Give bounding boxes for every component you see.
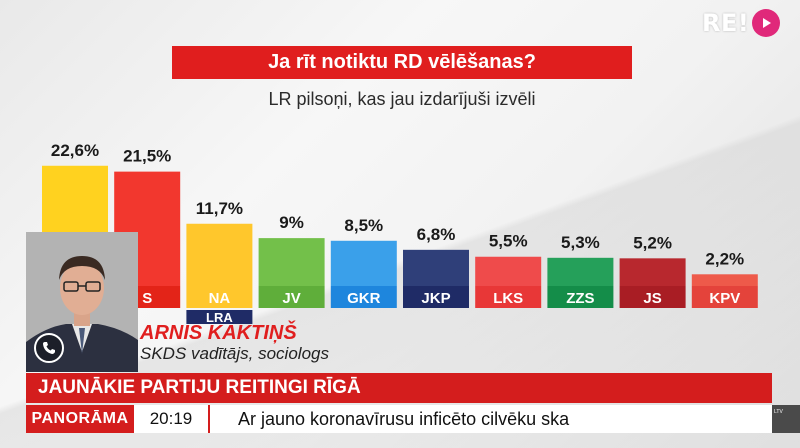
news-ticker: PANORĀMA 20:19 Ar jauno koronavīrusu inf… [26, 405, 772, 433]
extra-label: LRA [206, 310, 233, 325]
category-label: JKP [421, 290, 450, 307]
value-label: 5,3% [561, 233, 600, 252]
bar-na [186, 223, 253, 286]
category-label-bg [691, 286, 758, 308]
bar-jv [258, 238, 325, 286]
category-label: KPV [709, 290, 740, 307]
category-label-bg [619, 286, 686, 308]
channel-logo: RE! [702, 8, 781, 38]
bar-jkp [403, 249, 469, 286]
category-label-bg [330, 286, 397, 308]
value-label: 9% [279, 213, 304, 232]
category-label: NA [209, 290, 231, 307]
chart-subtitle: LR pilsoņi, kas jau izdarījuši izvēli [268, 89, 536, 109]
category-label: S [142, 290, 152, 307]
category-label: JS [643, 290, 661, 307]
headline-bar: JAUNĀKIE PARTIJU REITINGI RĪGĀ [26, 373, 772, 403]
value-label: 21,5% [123, 147, 171, 166]
ticker-text: Ar jauno koronavīrusu inficēto cilvēku s… [238, 408, 570, 429]
bar-js [619, 258, 686, 286]
category-label-bg [403, 286, 469, 308]
value-label: 11,7% [196, 199, 243, 218]
bar-lks [475, 256, 542, 286]
logo-text: RE! [702, 9, 750, 37]
category-label: JV [282, 290, 300, 307]
category-label-bg [258, 286, 325, 308]
value-label: 6,8% [417, 225, 456, 244]
category-label-bg [547, 286, 614, 308]
category-label-bg [475, 286, 542, 308]
category-label: ZZS [566, 290, 594, 307]
bar-gkr [330, 240, 397, 286]
guest-caption: ARNIS KAKTIŅŠ SKDS vadītājs, sociologs [140, 322, 329, 364]
ticker-brand: PANORĀMA [26, 405, 134, 433]
corner-badge: LTV [772, 405, 800, 433]
value-label: 5,2% [633, 233, 672, 252]
value-label: 5,5% [489, 232, 528, 251]
value-label: 22,6% [51, 141, 99, 160]
value-label: 2,2% [705, 249, 744, 268]
bar-zzs [547, 257, 614, 286]
chart-title: Ja rīt notiktu RD vēlēšanas? [172, 46, 632, 79]
category-label: GKR [347, 290, 381, 307]
phone-icon [34, 333, 64, 363]
value-label: 8,5% [344, 216, 383, 235]
ticker-time: 20:19 [134, 405, 210, 433]
category-label: LKS [493, 290, 523, 307]
guest-name: ARNIS KAKTIŅŠ [140, 322, 297, 344]
play-icon [752, 9, 781, 37]
category-label-bg [186, 286, 253, 308]
extra-label-bg [186, 310, 253, 324]
bar-kpv [691, 274, 758, 286]
guest-role: SKDS vadītājs, sociologs [140, 344, 329, 363]
